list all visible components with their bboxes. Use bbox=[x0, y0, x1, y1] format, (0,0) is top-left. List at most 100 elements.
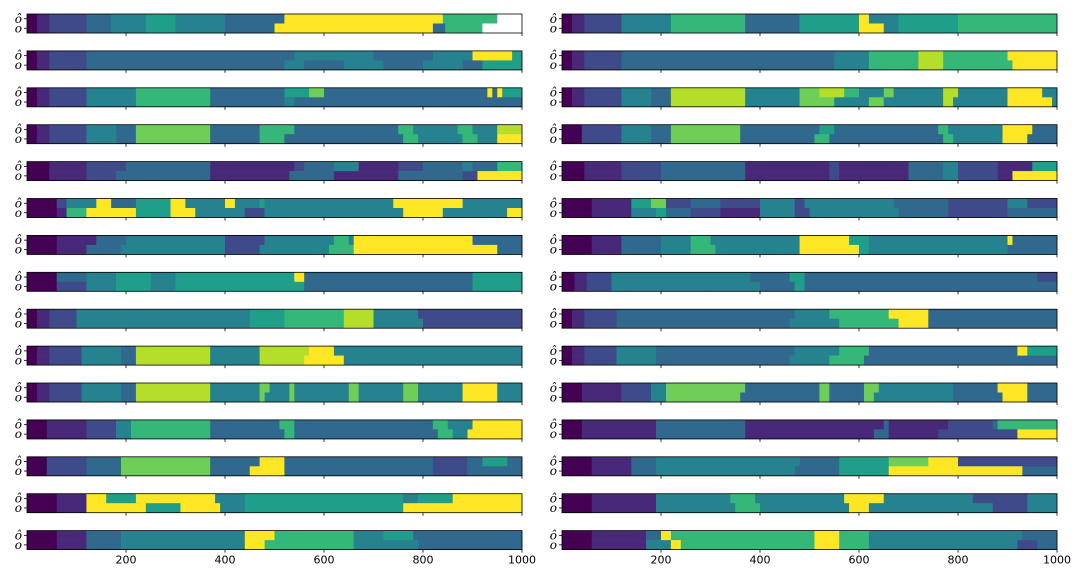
truth-segment bbox=[418, 540, 523, 550]
strip-panel: ôo bbox=[15, 491, 523, 516]
truth-segment bbox=[888, 429, 939, 440]
predicted-segment bbox=[631, 456, 657, 467]
predicted-segment bbox=[571, 50, 585, 61]
predicted-segment bbox=[353, 235, 473, 246]
truth-segment bbox=[745, 429, 875, 440]
strip-panel: ôo bbox=[550, 491, 1058, 516]
row-label-truth: o bbox=[15, 353, 22, 367]
truth-segment bbox=[264, 540, 354, 550]
truth-segment bbox=[210, 466, 251, 477]
predicted-segment bbox=[497, 87, 503, 98]
truth-segment bbox=[562, 134, 583, 144]
truth-segment bbox=[56, 244, 87, 255]
predicted-segment bbox=[839, 161, 909, 172]
predicted-segment bbox=[789, 272, 805, 283]
row-label-truth: o bbox=[15, 95, 22, 109]
truth-segment bbox=[646, 540, 672, 550]
predicted-segment bbox=[562, 50, 573, 61]
strip-frame bbox=[561, 124, 1058, 145]
truth-segment bbox=[571, 355, 585, 366]
predicted-segment bbox=[839, 456, 889, 467]
predicted-segment bbox=[210, 419, 280, 430]
strip-panel: ôo bbox=[550, 381, 1058, 405]
truth-segment bbox=[116, 281, 152, 292]
predicted-segment bbox=[868, 235, 1008, 246]
predicted-segment bbox=[432, 419, 449, 430]
strip-frame bbox=[26, 161, 523, 182]
predicted-segment bbox=[135, 87, 211, 98]
truth-segment bbox=[584, 60, 622, 71]
truth-segment bbox=[799, 97, 835, 108]
row-label-predicted: ô bbox=[15, 196, 22, 210]
predicted-segment bbox=[997, 419, 1058, 430]
truth-segment bbox=[571, 60, 585, 71]
truth-segment bbox=[36, 392, 50, 403]
predicted-segment bbox=[621, 124, 652, 135]
truth-segment bbox=[116, 134, 137, 144]
truth-segment bbox=[27, 503, 57, 513]
truth-segment bbox=[135, 355, 211, 366]
predicted-segment bbox=[472, 124, 498, 135]
truth-segment bbox=[284, 466, 434, 477]
truth-segment bbox=[829, 392, 865, 403]
truth-segment bbox=[760, 281, 795, 292]
truth-segment bbox=[170, 208, 196, 218]
predicted-segment bbox=[497, 383, 523, 393]
predicted-segment bbox=[249, 309, 285, 319]
predicted-segment bbox=[584, 161, 622, 172]
predicted-segment bbox=[958, 87, 1008, 98]
predicted-segment bbox=[1027, 383, 1058, 393]
truth-segment bbox=[27, 97, 38, 108]
row-label-truth: o bbox=[550, 95, 557, 109]
truth-segment bbox=[651, 392, 667, 403]
truth-segment bbox=[958, 171, 998, 181]
truth-segment bbox=[244, 540, 265, 550]
truth-segment bbox=[883, 97, 944, 108]
strip-panel: ôo bbox=[15, 270, 523, 295]
predicted-segment bbox=[859, 14, 870, 24]
predicted-segment bbox=[799, 235, 850, 246]
predicted-segment bbox=[116, 124, 137, 135]
predicted-segment bbox=[868, 530, 1023, 541]
predicted-segment bbox=[46, 456, 87, 467]
truth-segment bbox=[562, 23, 573, 34]
truth-segment bbox=[121, 392, 137, 403]
strip-frame bbox=[26, 493, 523, 514]
predicted-segment bbox=[908, 161, 944, 172]
truth-segment bbox=[343, 60, 384, 71]
truth-segment bbox=[953, 392, 1003, 403]
predicted-segment bbox=[1012, 235, 1058, 246]
truth-segment bbox=[210, 355, 260, 366]
strip-frame bbox=[561, 530, 1058, 550]
predicted-segment bbox=[760, 198, 795, 209]
predicted-segment bbox=[86, 124, 117, 135]
truth-segment bbox=[562, 503, 592, 513]
truth-segment bbox=[210, 429, 285, 440]
predicted-segment bbox=[324, 87, 488, 98]
predicted-segment bbox=[447, 419, 473, 430]
truth-segment bbox=[943, 171, 959, 181]
truth-segment bbox=[651, 97, 672, 108]
predicted-segment bbox=[972, 493, 1028, 504]
truth-segment bbox=[86, 23, 112, 34]
truth-segment bbox=[343, 355, 523, 366]
predicted-segment bbox=[948, 198, 1008, 209]
predicted-segment bbox=[86, 14, 112, 24]
strip-frame bbox=[26, 234, 523, 255]
predicted-segment bbox=[86, 530, 122, 541]
predicted-segment bbox=[571, 14, 585, 24]
truth-segment bbox=[333, 171, 399, 181]
strip-panel: ôo bbox=[550, 196, 1058, 221]
strip-frame bbox=[26, 345, 523, 366]
predicted-segment bbox=[462, 198, 523, 209]
predicted-segment bbox=[883, 493, 974, 504]
predicted-segment bbox=[651, 124, 672, 135]
predicted-segment bbox=[27, 161, 50, 172]
truth-segment bbox=[36, 97, 50, 108]
strip-frame bbox=[26, 456, 523, 477]
predicted-segment bbox=[497, 124, 523, 135]
predicted-segment bbox=[562, 419, 583, 430]
predicted-segment bbox=[27, 87, 38, 98]
truth-segment bbox=[562, 540, 592, 550]
